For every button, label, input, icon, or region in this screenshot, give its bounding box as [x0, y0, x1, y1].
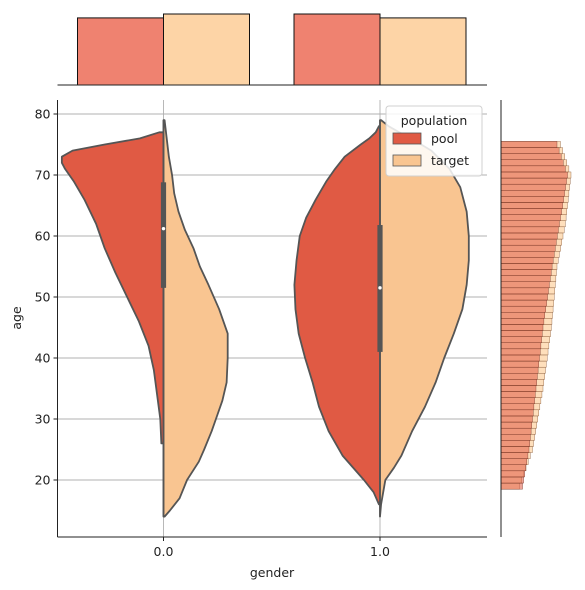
legend-title: population [401, 113, 468, 128]
right-bin-pool [500, 220, 560, 228]
top-bar-target [163, 13, 250, 86]
right-bin-pool [500, 336, 542, 343]
right-bin-pool [500, 354, 540, 362]
right-bin-pool [500, 379, 537, 386]
right-bin-pool [500, 287, 549, 295]
right-bin-pool [500, 299, 547, 307]
right-bin-pool [500, 153, 562, 160]
right-bin-pool [500, 232, 558, 240]
right-bin-pool [500, 385, 537, 392]
right-bin-pool [500, 342, 542, 350]
x-ticks: 0.0 1.0 [154, 537, 390, 559]
y-tick-label: 60 [35, 229, 51, 244]
right-bin-pool [500, 257, 554, 264]
right-bin-pool [500, 409, 534, 417]
right-bin-pool [500, 452, 529, 459]
legend-swatch-target [392, 154, 422, 167]
right-bin-pool [500, 171, 568, 179]
top-bar-pool [77, 17, 164, 86]
right-bin-pool [500, 415, 533, 423]
top-bar-target [379, 17, 467, 86]
right-bin-pool [500, 434, 531, 441]
legend-swatch-pool [392, 132, 422, 145]
right-bin-pool [500, 421, 532, 429]
legend: population pool target [385, 105, 483, 177]
y-tick-label: 30 [35, 412, 51, 427]
right-bin-pool [500, 177, 567, 185]
violin-half-target [379, 119, 470, 518]
legend-label-pool: pool [431, 131, 458, 146]
right-bin-pool [500, 312, 545, 319]
right-bin-pool [500, 476, 524, 484]
y-tick-label: 80 [35, 107, 51, 122]
y-axis-label: age [9, 306, 24, 330]
right-bin-pool [500, 403, 535, 411]
right-bin-pool [500, 165, 566, 173]
violin-half-pool [60, 131, 165, 445]
right-bin-pool [500, 281, 550, 289]
right-bin-pool [500, 305, 546, 313]
y-tick-label: 40 [35, 351, 51, 366]
right-bin-pool [500, 214, 561, 221]
right-marginal-histogram [500, 141, 572, 490]
x-tick-label: 1.0 [370, 544, 390, 559]
right-bin-pool [500, 183, 566, 191]
right-bin-pool [500, 141, 558, 148]
top-marginal-bars [77, 13, 467, 86]
right-bin-pool [500, 208, 562, 215]
violin-half-target [162, 119, 229, 518]
x-tick-label: 0.0 [154, 544, 174, 559]
right-bin-pool [500, 391, 536, 398]
y-tick-label: 20 [35, 473, 51, 488]
violin-median-dot [161, 226, 166, 231]
right-bin-pool [500, 470, 525, 478]
right-bin-pool [500, 360, 539, 368]
right-bin-pool [500, 373, 538, 380]
right-bin-pool [500, 263, 553, 270]
top-bar-pool [293, 13, 381, 86]
right-bin-pool [500, 446, 530, 453]
right-bin-pool [500, 226, 559, 234]
right-bin-pool [500, 464, 526, 472]
violins [60, 119, 470, 518]
right-bin-pool [500, 159, 564, 167]
y-tick-label: 70 [35, 168, 51, 183]
violin-median-dot [378, 286, 382, 290]
right-bin-pool [500, 348, 541, 356]
right-bin-pool [500, 238, 557, 246]
right-bin-pool [500, 330, 543, 337]
right-bin-pool [500, 366, 539, 374]
right-bin-pool [500, 202, 563, 209]
y-tick-label: 50 [35, 290, 51, 305]
right-bin-pool [500, 269, 552, 276]
x-axis-label: gender [250, 565, 295, 580]
legend-label-target: target [431, 153, 469, 168]
violin-half-pool [293, 125, 381, 506]
right-bin-pool [500, 196, 564, 203]
right-bin-pool [500, 275, 551, 282]
right-bin-pool [500, 324, 544, 331]
right-bin-pool [500, 458, 528, 465]
right-bin-pool [500, 427, 532, 435]
right-bin-pool [500, 244, 556, 252]
right-bin-pool [500, 318, 545, 325]
right-bin-pool [500, 251, 555, 258]
right-bin-pool [500, 397, 535, 404]
violin-iqr-box [160, 182, 167, 288]
right-bin-pool [500, 147, 560, 154]
y-ticks: 20 30 40 50 60 70 80 [35, 107, 58, 488]
right-bin-pool [500, 440, 530, 447]
right-bin-pool [500, 293, 548, 301]
right-bin-pool [500, 482, 523, 490]
right-bin-pool [500, 190, 565, 197]
